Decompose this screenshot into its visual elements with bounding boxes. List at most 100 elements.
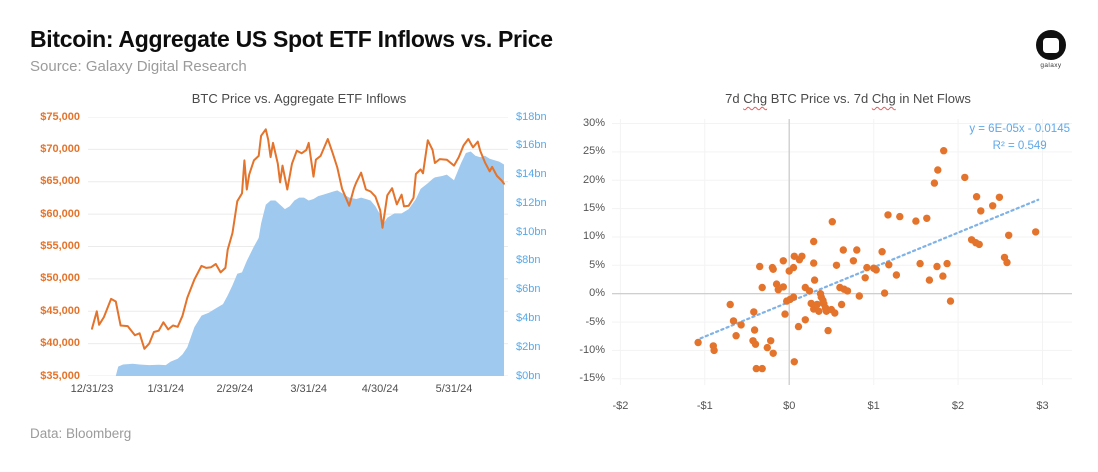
pct-tick-label: 20% xyxy=(582,173,605,186)
scatter-point xyxy=(1005,231,1013,239)
scatter-point xyxy=(946,297,955,305)
scatter-point xyxy=(961,173,969,182)
scatter-point xyxy=(807,299,815,308)
scatter-point xyxy=(1003,258,1011,267)
scatter-point xyxy=(752,364,760,373)
date-tick-label: 3/31/24 xyxy=(290,383,328,395)
left-date-axis: 12/31/23 1/31/24 2/29/24 3/31/24 4/30/24 5/31… xyxy=(71,376,508,400)
price-tick-label: $40,000 xyxy=(40,337,80,350)
scatter-svg xyxy=(612,119,1072,385)
scatter-point xyxy=(839,246,847,254)
flows-tick-label: $18bn xyxy=(516,110,547,123)
galaxy-logo-word: galaxy xyxy=(1040,62,1062,69)
scatter-point xyxy=(805,287,814,295)
price-tick-label: $75,000 xyxy=(40,110,80,123)
page-title: Bitcoin: Aggregate US Spot ETF Inflows v… xyxy=(30,26,553,52)
scatter-point xyxy=(912,217,920,225)
scatter-point xyxy=(855,292,863,300)
scatter-point xyxy=(737,321,745,329)
flow-tick-label: $2 xyxy=(951,400,965,412)
date-tick-label: 5/31/24 xyxy=(435,383,473,395)
scatter-point xyxy=(779,257,787,265)
left-plot-area xyxy=(88,117,508,376)
flow-tick-label: -$1 xyxy=(696,400,713,412)
data-source-note: Data: Bloomberg xyxy=(30,426,132,441)
price-inflows-svg xyxy=(88,117,508,376)
trendline-annotation: y = 6E-05x - 0.0145 R² = 0.549 xyxy=(969,121,1070,155)
header-titles: Bitcoin: Aggregate US Spot ETF Inflows v… xyxy=(30,26,553,75)
price-tick-label: $50,000 xyxy=(40,272,80,285)
pct-tick-label: 10% xyxy=(582,230,605,243)
scatter-chart: 7d Chg BTC Price vs. 7d Chg in Net Flows… xyxy=(578,91,1084,417)
scatter-point xyxy=(694,338,702,347)
flows-tick-label: $4bn xyxy=(516,311,541,324)
price-tick-label: $65,000 xyxy=(40,175,80,188)
flow-tick-label: $1 xyxy=(867,400,880,412)
scatter-point xyxy=(989,202,997,210)
pct-tick-label: 30% xyxy=(582,117,605,129)
scatter-point xyxy=(925,276,934,284)
pct-tick-label: 5% xyxy=(589,258,605,271)
scatter-point xyxy=(832,261,841,269)
scatter-point xyxy=(843,287,852,295)
date-tick-label: 12/31/23 xyxy=(70,383,114,395)
flows-tick-label: $2bn xyxy=(516,340,541,353)
scatter-plot-area: y = 6E-05x - 0.0145 R² = 0.549 xyxy=(612,115,1072,393)
scatter-point xyxy=(972,193,981,201)
right-title-part: 7d xyxy=(725,91,744,106)
scatter-point xyxy=(837,300,846,309)
scatter-point xyxy=(801,316,809,324)
scatter-point xyxy=(767,337,775,345)
scatter-point xyxy=(853,246,861,254)
price-tick-label: $55,000 xyxy=(40,240,80,252)
pct-tick-label: 25% xyxy=(582,145,605,158)
scatter-point xyxy=(892,271,901,279)
scatter-point xyxy=(790,358,798,366)
right-title-part-chg: Chg xyxy=(871,91,896,106)
galaxy-logo-square xyxy=(1043,38,1059,53)
flows-tick-label: $14bn xyxy=(516,168,547,181)
header: Bitcoin: Aggregate US Spot ETF Inflows v… xyxy=(30,26,1084,75)
scatter-point xyxy=(995,193,1004,201)
right-title-part: BTC Price vs. 7d xyxy=(767,91,872,106)
price-tick-label: $35,000 xyxy=(40,369,80,382)
right-chart-plot-grid: 30% 25% 20% 15% 10% 5% 0% -5% -10% -15% y = 6E-05… xyxy=(578,115,1084,417)
scatter-point xyxy=(732,332,740,340)
date-tick-label: 4/30/24 xyxy=(361,383,399,395)
scatter-point xyxy=(758,364,766,373)
scatter-point xyxy=(861,274,869,282)
pct-tick-label: 0% xyxy=(589,287,605,300)
scatter-point xyxy=(884,211,892,219)
scatter-point xyxy=(726,300,734,309)
right-title-part-chg: Chg xyxy=(743,91,768,106)
date-tick-label: 2/29/24 xyxy=(216,383,254,395)
scatter-point xyxy=(896,212,904,221)
right-chart-title: 7d Chg BTC Price vs. 7d Chg in Net Flows xyxy=(578,91,1084,111)
scatter-point xyxy=(769,265,777,273)
scatter-point xyxy=(863,263,871,272)
scatter-point xyxy=(943,259,951,268)
etf-inflows-area xyxy=(92,151,504,376)
scatter-point xyxy=(1032,228,1040,236)
scatter-point xyxy=(872,266,880,274)
scatter-point xyxy=(939,272,947,280)
scatter-point xyxy=(810,237,818,246)
scatter-point xyxy=(885,261,893,269)
scatter-point xyxy=(878,248,886,256)
galaxy-logo: galaxy xyxy=(1036,30,1066,69)
scatter-point xyxy=(798,252,806,260)
source-subtitle: Source: Galaxy Digital Research xyxy=(30,58,247,75)
flows-tick-label: $16bn xyxy=(516,139,547,152)
left-chart-plot-grid: $75,000 $70,000 $65,000 $60,000 $55,000 $50,0… xyxy=(30,111,562,400)
scatter-point xyxy=(930,179,939,187)
price-tick-label: $60,000 xyxy=(40,207,80,220)
scatter-point xyxy=(828,218,836,226)
pct-tick-label: -15% xyxy=(579,372,605,385)
left-price-axis: $75,000 $70,000 $65,000 $60,000 $55,000 $50,0… xyxy=(30,111,88,382)
scatter-point xyxy=(789,263,798,272)
scatter-point xyxy=(710,346,718,355)
scatter-point xyxy=(779,283,787,291)
scatter-point xyxy=(977,207,985,215)
price-tick-label: $45,000 xyxy=(40,304,80,317)
